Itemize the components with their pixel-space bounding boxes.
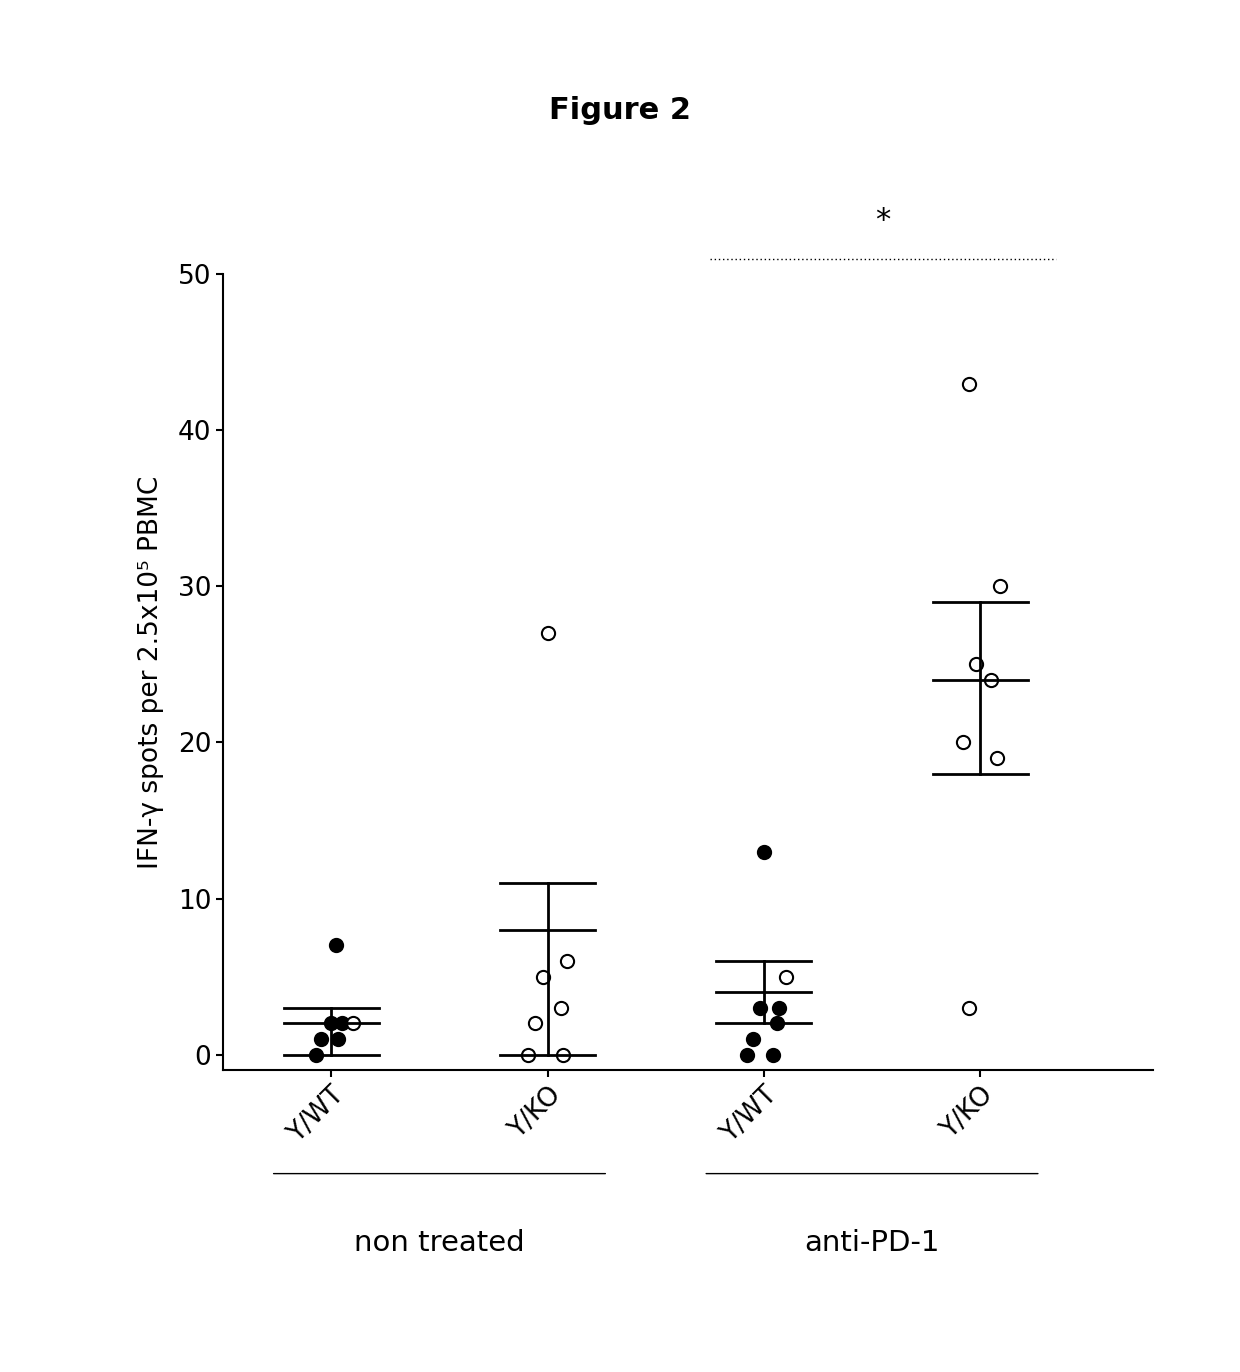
Point: [754, 841, 774, 863]
Point: [321, 1013, 341, 1034]
Text: anti-PD-1: anti-PD-1: [805, 1229, 940, 1257]
Point: [533, 966, 553, 988]
Point: [769, 997, 789, 1019]
Point: [306, 1044, 326, 1066]
Point: [343, 1013, 363, 1034]
Point: [981, 670, 1001, 691]
Point: [763, 1044, 782, 1066]
Point: [960, 373, 980, 395]
Point: [553, 1044, 573, 1066]
Point: [310, 1028, 330, 1050]
Point: [966, 653, 986, 675]
Point: [557, 949, 577, 971]
Point: [987, 748, 1007, 770]
Point: [775, 966, 795, 988]
Y-axis label: IFN-γ spots per 2.5x10⁵ PBMC: IFN-γ spots per 2.5x10⁵ PBMC: [138, 476, 164, 868]
Point: [737, 1044, 756, 1066]
Point: [518, 1044, 538, 1066]
Point: [743, 1028, 763, 1050]
Point: [954, 731, 973, 753]
Point: [768, 1013, 787, 1034]
Point: [538, 623, 558, 645]
Text: Figure 2: Figure 2: [549, 96, 691, 125]
Text: *: *: [875, 206, 890, 236]
Point: [327, 1028, 347, 1050]
Point: [326, 934, 346, 956]
Point: [990, 575, 1009, 597]
Point: [525, 1013, 544, 1034]
Point: [750, 997, 770, 1019]
Point: [551, 997, 570, 1019]
Point: [960, 997, 980, 1019]
Text: non treated: non treated: [355, 1229, 525, 1257]
Point: [332, 1013, 352, 1034]
